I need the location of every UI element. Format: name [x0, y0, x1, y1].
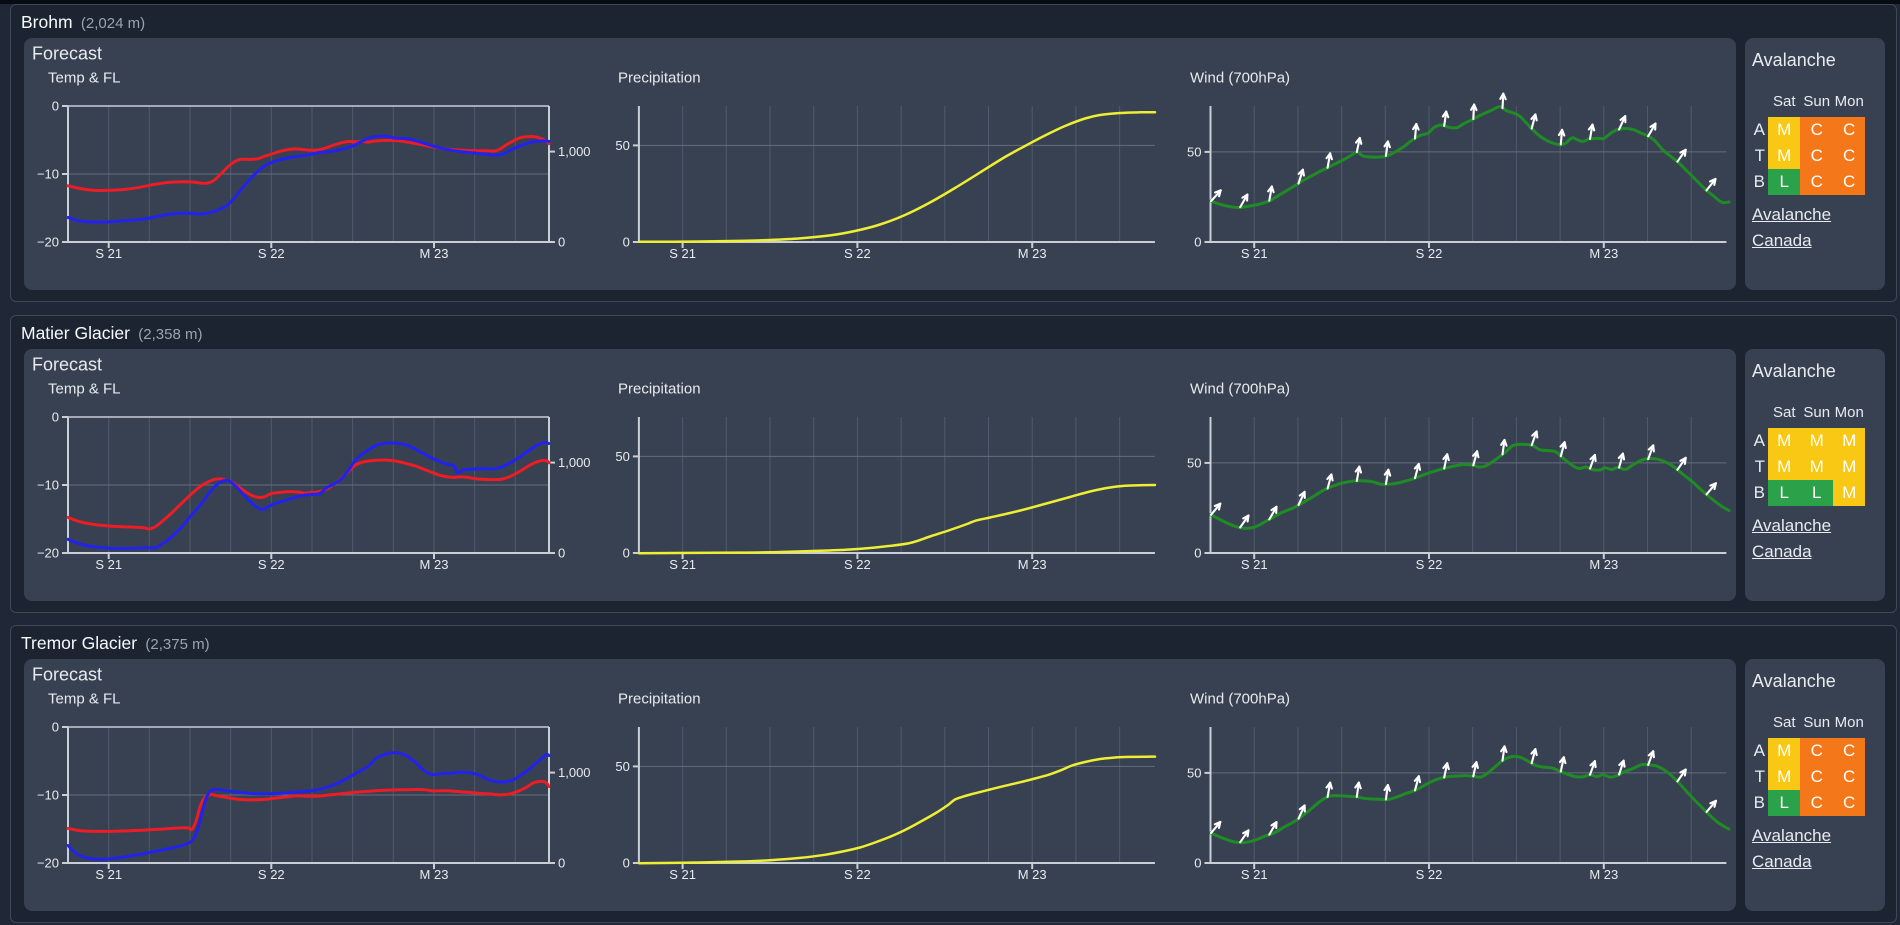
- svg-text:S 21: S 21: [95, 246, 122, 261]
- svg-text:S 22: S 22: [844, 246, 871, 261]
- svg-text:Precipitation: Precipitation: [618, 381, 701, 398]
- svg-text:Temp & FL: Temp & FL: [48, 691, 121, 708]
- svg-text:M 23: M 23: [1589, 246, 1618, 261]
- svg-text:S 21: S 21: [669, 246, 696, 261]
- svg-text:−10: −10: [37, 788, 59, 803]
- svg-text:S 22: S 22: [844, 867, 871, 882]
- svg-text:50: 50: [1187, 765, 1201, 780]
- svg-text:0: 0: [1194, 235, 1201, 250]
- svg-text:50: 50: [615, 138, 629, 153]
- svg-text:Forecast: Forecast: [32, 665, 102, 685]
- svg-text:S 21: S 21: [1241, 557, 1268, 572]
- svg-text:50: 50: [615, 449, 629, 464]
- svg-text:M 23: M 23: [1589, 867, 1618, 882]
- svg-text:Precipitation: Precipitation: [618, 70, 701, 87]
- svg-text:S 22: S 22: [844, 557, 871, 572]
- svg-text:S 22: S 22: [258, 557, 285, 572]
- svg-text:0: 0: [623, 546, 630, 561]
- svg-text:0: 0: [52, 720, 59, 735]
- svg-text:1,000: 1,000: [558, 765, 591, 780]
- svg-text:Temp & FL: Temp & FL: [48, 70, 121, 87]
- svg-text:1,000: 1,000: [558, 455, 591, 470]
- svg-text:M 23: M 23: [420, 246, 449, 261]
- svg-text:0: 0: [1194, 546, 1201, 561]
- svg-text:50: 50: [1187, 144, 1201, 159]
- svg-text:S 21: S 21: [669, 867, 696, 882]
- svg-text:S 21: S 21: [1241, 246, 1268, 261]
- svg-text:S 21: S 21: [95, 557, 122, 572]
- svg-text:M 23: M 23: [1589, 557, 1618, 572]
- svg-text:1,000: 1,000: [558, 144, 591, 159]
- svg-text:S 22: S 22: [1416, 246, 1443, 261]
- svg-text:S 21: S 21: [669, 557, 696, 572]
- svg-text:Wind (700hPa): Wind (700hPa): [1190, 381, 1290, 398]
- svg-text:0: 0: [1194, 856, 1201, 871]
- svg-text:M 23: M 23: [1018, 867, 1047, 882]
- svg-text:0: 0: [623, 856, 630, 871]
- svg-text:50: 50: [615, 759, 629, 774]
- svg-text:S 21: S 21: [95, 867, 122, 882]
- svg-text:S 22: S 22: [1416, 557, 1443, 572]
- svg-text:Wind (700hPa): Wind (700hPa): [1190, 691, 1290, 708]
- svg-text:0: 0: [558, 235, 565, 250]
- svg-text:M 23: M 23: [420, 867, 449, 882]
- svg-text:Wind (700hPa): Wind (700hPa): [1190, 70, 1290, 87]
- svg-text:M 23: M 23: [420, 557, 449, 572]
- svg-text:−20: −20: [37, 856, 59, 871]
- svg-text:M 23: M 23: [1018, 557, 1047, 572]
- svg-text:Forecast: Forecast: [32, 44, 102, 64]
- svg-text:S 21: S 21: [1241, 867, 1268, 882]
- svg-text:Temp & FL: Temp & FL: [48, 381, 121, 398]
- svg-text:M 23: M 23: [1018, 246, 1047, 261]
- svg-text:0: 0: [558, 856, 565, 871]
- svg-text:S 22: S 22: [258, 246, 285, 261]
- svg-text:Precipitation: Precipitation: [618, 691, 701, 708]
- svg-text:0: 0: [558, 546, 565, 561]
- svg-text:S 22: S 22: [1416, 867, 1443, 882]
- svg-text:−20: −20: [37, 235, 59, 250]
- svg-text:−10: −10: [37, 478, 59, 493]
- svg-text:0: 0: [623, 235, 630, 250]
- svg-text:S 22: S 22: [258, 867, 285, 882]
- svg-text:50: 50: [1187, 455, 1201, 470]
- svg-text:0: 0: [52, 410, 59, 425]
- svg-text:Forecast: Forecast: [32, 355, 102, 375]
- svg-text:−20: −20: [37, 546, 59, 561]
- svg-text:0: 0: [52, 99, 59, 114]
- svg-text:−10: −10: [37, 167, 59, 182]
